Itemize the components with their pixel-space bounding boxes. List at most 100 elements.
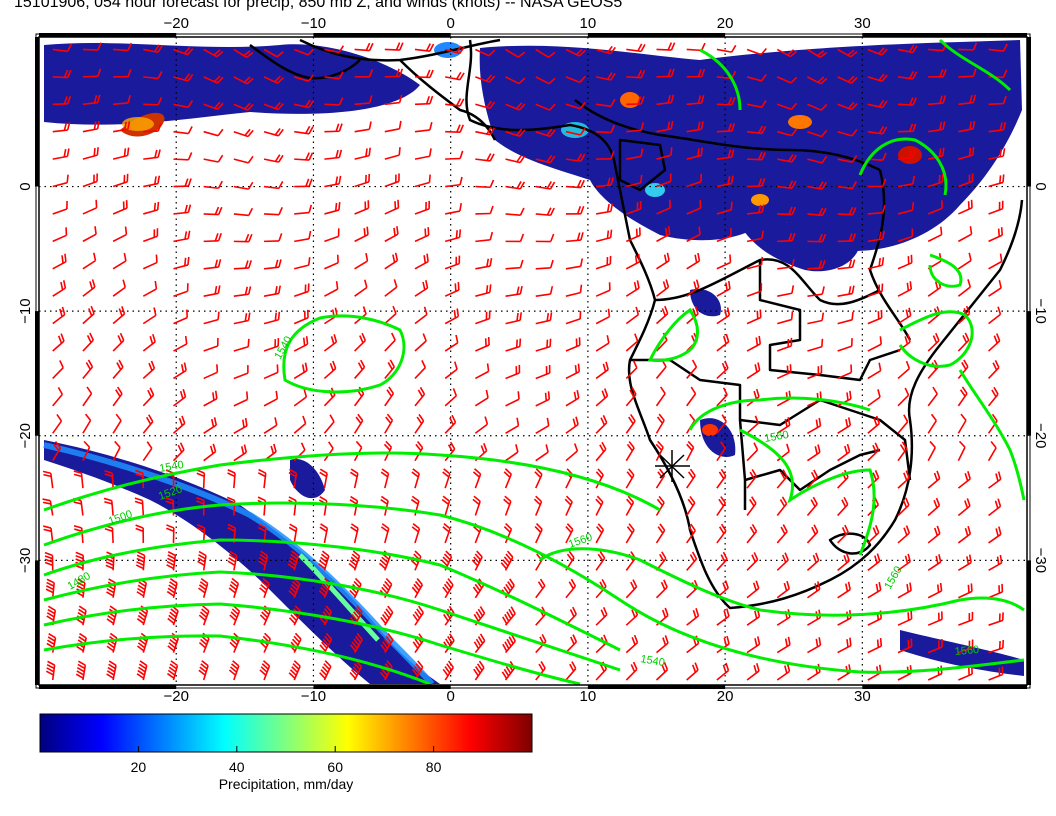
wind-barb: [173, 152, 193, 161]
wind-barb: [746, 496, 757, 516]
wind-barb: [595, 335, 610, 352]
wind-barb: [143, 71, 163, 80]
wind-barb: [807, 103, 828, 111]
wind-barb: [112, 173, 129, 188]
wind-barb: [143, 97, 163, 106]
wind-barb: [350, 523, 359, 544]
wind-barb: [203, 128, 224, 137]
lat-label-left: −30: [17, 548, 34, 573]
wind-barb: [897, 123, 917, 133]
wind-barb: [293, 389, 308, 407]
wind-barb: [776, 636, 791, 654]
wind-barb: [655, 305, 669, 325]
wind-barb: [384, 279, 398, 297]
wind-barb: [233, 338, 250, 352]
wind-barb: [625, 661, 638, 681]
contour-label: 1500: [107, 508, 134, 528]
wind-barb: [444, 45, 465, 55]
wind-barb: [354, 306, 367, 325]
wind-barb: [444, 361, 458, 380]
wind-barb: [686, 468, 696, 489]
wind-barb: [112, 332, 125, 352]
wind-barb: [626, 201, 642, 215]
colorbar-gradient: [39, 713, 533, 753]
wind-barb: [897, 175, 916, 188]
wind-barb: [233, 286, 252, 297]
lat-label-right: −20: [1032, 423, 1049, 448]
wind-barb: [656, 68, 675, 78]
wind-barbs: [42, 42, 1008, 681]
wind-barb: [686, 147, 703, 160]
wind-barb: [535, 417, 550, 434]
wind-barb: [807, 207, 827, 217]
wind-barb: [656, 42, 676, 51]
wind-barb: [716, 307, 731, 325]
wind-barb: [746, 47, 767, 56]
wind-barb: [503, 468, 512, 489]
wind-barb: [686, 279, 700, 297]
wind-barb: [134, 497, 145, 516]
wind-barb: [354, 253, 369, 270]
wind-barb: [113, 42, 133, 52]
wind-barb: [323, 360, 337, 380]
wind-barb: [656, 279, 670, 297]
wind-barb: [957, 413, 967, 434]
wind-barb: [52, 227, 68, 243]
lon-label-top: 0: [446, 15, 454, 32]
wind-barb: [957, 554, 972, 572]
geopotential-contours: [43, 38, 1026, 685]
wind-barb: [293, 309, 309, 325]
wind-barb: [867, 582, 882, 599]
wind-barb: [837, 364, 853, 380]
wind-barb: [625, 579, 638, 599]
wind-barb: [442, 523, 451, 544]
wind-barb: [987, 441, 997, 462]
contour-label: 1540: [158, 459, 184, 475]
contour-label: 1540: [639, 653, 665, 669]
wind-barb: [686, 226, 701, 243]
wind-barb: [716, 441, 726, 462]
wind-barb: [384, 359, 395, 379]
wind-barb: [475, 310, 491, 325]
wind-barb: [475, 153, 495, 162]
wind-barb: [957, 332, 970, 352]
wind-barb: [203, 75, 224, 84]
wind-barb: [474, 416, 489, 434]
wind-barb: [167, 605, 179, 626]
wind-barb: [505, 444, 519, 462]
wind-barb: [233, 128, 254, 138]
wind-barb: [776, 552, 789, 571]
wind-barb: [716, 96, 736, 106]
wind-barb: [746, 362, 761, 380]
wind-barb: [233, 48, 254, 59]
wind-barb: [927, 226, 943, 243]
wind-barb: [656, 94, 675, 106]
wind-barb: [565, 634, 578, 654]
wind-barb: [626, 148, 644, 160]
wind-barb: [263, 364, 279, 380]
wind-barb: [233, 260, 253, 270]
wind-barb: [535, 312, 553, 325]
wind-barb: [233, 181, 254, 190]
wind-barb: [686, 359, 698, 379]
wind-barb: [958, 147, 975, 160]
wind-barb: [565, 75, 586, 84]
wind-barb: [626, 43, 646, 53]
colorbar: 20 40 60 80 Precipitation, mm/day: [39, 713, 533, 792]
wind-barb: [505, 259, 524, 270]
wind-barb: [747, 178, 766, 188]
wind-barb: [354, 359, 366, 379]
wind-barb: [349, 577, 362, 599]
wind-barb: [227, 550, 238, 571]
wind-barb: [716, 468, 727, 489]
wind-barb: [233, 207, 254, 217]
wind-barb: [293, 283, 310, 297]
wind-barb: [625, 306, 640, 325]
wind-barb: [228, 660, 240, 681]
wind-barb: [445, 124, 465, 134]
wind-barb: [354, 173, 371, 188]
wind-barb: [500, 550, 514, 571]
wind-barb: [203, 259, 222, 270]
wind-barb: [867, 638, 883, 654]
